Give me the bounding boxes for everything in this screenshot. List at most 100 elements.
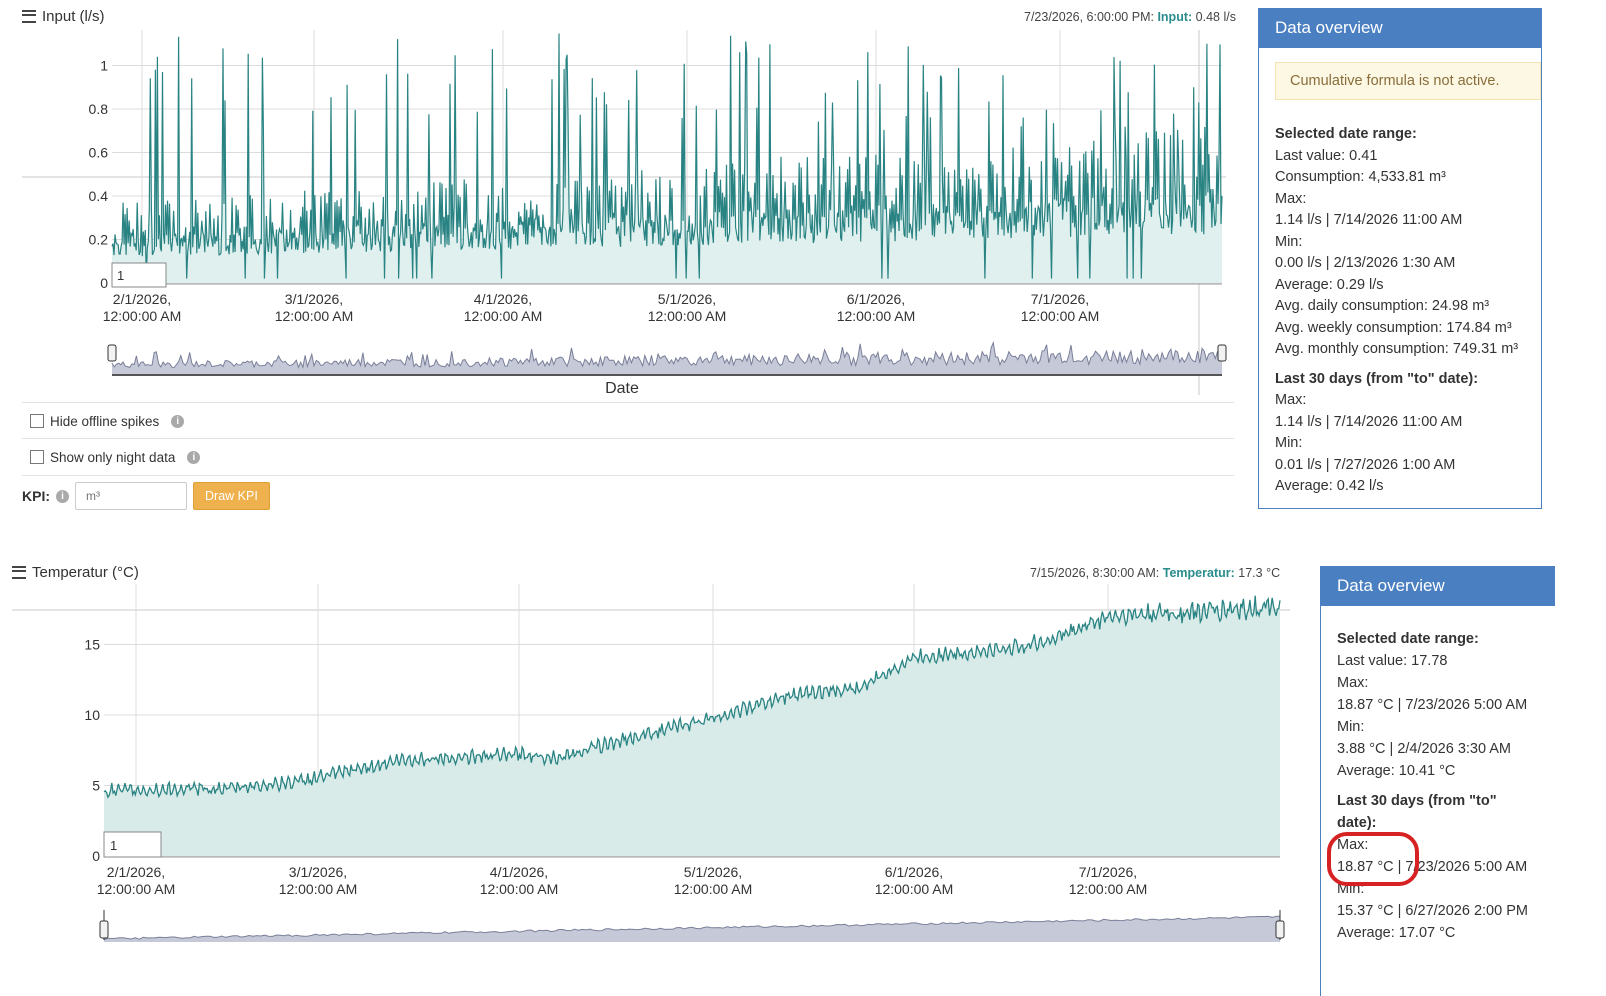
cumulative-notice: Cumulative formula is not active.: [1275, 62, 1541, 100]
x-tick-label: 12:00:00 AM: [103, 308, 182, 324]
navigator-line: [103, 915, 1281, 941]
y-tick-label: 10: [84, 707, 100, 723]
navigator-area: [112, 342, 1222, 374]
chart2-title: Temperatur (°C): [12, 564, 139, 581]
info-icon[interactable]: i: [171, 414, 185, 428]
panel-body: Selected date range: Last value: 17.78 Max…: [1321, 606, 1555, 954]
tooltip-value: 17.3 °C: [1238, 566, 1281, 580]
input-series-line: [111, 33, 1223, 279]
navigator-handle: [1217, 344, 1227, 362]
x-tick-label: 12:00:00 AM: [875, 881, 954, 897]
x-tick-label: 6/1/2026,: [885, 864, 943, 880]
navigator-handle: [107, 344, 117, 362]
panel-line: Avg. monthly consumption: 749.31 m³: [1275, 341, 1519, 357]
x-tick-label: 7/1/2026,: [1079, 864, 1137, 880]
panel-line: Average: 0.29 l/s: [1275, 276, 1384, 293]
y-tick-label: 15: [84, 637, 100, 653]
night-data-label[interactable]: Show only night data: [50, 449, 176, 465]
panel-line: Last value: 17.78: [1337, 653, 1448, 669]
panel-line: Min:: [1337, 719, 1365, 735]
input-area: [112, 33, 1222, 283]
y-tick-label: 1: [100, 58, 108, 74]
panel-section-heading: Selected date range:: [1275, 126, 1417, 142]
navigator-mask: [0, 942, 1310, 996]
tooltip-time: 7/23/2026, 6:00:00 PM:: [1024, 10, 1154, 24]
zoom-level-box: [103, 831, 162, 858]
tooltip-time: 7/15/2026, 8:30:00 AM:: [1030, 566, 1160, 580]
x-tick-label: 4/1/2026,: [490, 864, 548, 880]
panel-line: 15.37 °C | 6/27/2026 2:00 PM: [1337, 903, 1528, 919]
y-tick-label: 0.4: [89, 188, 109, 204]
navigator-line: [111, 340, 1223, 369]
panel-line: 0.01 l/s | 7/27/2026 1:00 AM: [1275, 456, 1456, 473]
zoom-level-text: 1: [110, 838, 117, 853]
x-tick-label: 3/1/2026,: [285, 291, 343, 307]
y-tick-label: 0: [100, 275, 108, 291]
panel-line: Min:: [1275, 233, 1303, 250]
chart2-tooltip: 7/15/2026, 8:30:00 AM: Temperatur: 17.3 …: [1030, 566, 1280, 580]
panel-line: 1.14 l/s | 7/14/2026 11:00 AM: [1275, 212, 1463, 228]
panel-section-heading: Last 30 days (from "to" date):: [1337, 793, 1497, 831]
x-tick-label: 12:00:00 AM: [275, 308, 354, 324]
temperature-area: [104, 595, 1280, 856]
kpi-row: KPI: i Draw KPI: [22, 482, 270, 510]
highlight-circle: [1327, 832, 1419, 886]
panel-section-heading: Selected date range:: [1337, 631, 1479, 647]
x-axis-label: Date: [605, 380, 639, 397]
tooltip-value: 0.48 l/s: [1195, 10, 1236, 24]
zoom-level-box: [111, 262, 167, 288]
chart1-title: Input (l/s): [22, 8, 105, 25]
navigator-handle: [1275, 920, 1285, 939]
night-data-checkbox[interactable]: [30, 450, 44, 464]
hide-spikes-checkbox[interactable]: [30, 414, 44, 428]
panel-line: 18.87 °C | 7/23/2026 5:00 AM: [1337, 697, 1528, 713]
x-tick-label: 12:00:00 AM: [97, 881, 176, 897]
navigator-handle: [99, 920, 109, 939]
chart1-title-text: Input (l/s): [42, 8, 105, 25]
x-tick-label: 12:00:00 AM: [648, 308, 727, 324]
panel-line: Average: 10.41 °C: [1337, 763, 1456, 779]
x-tick-label: 7/1/2026,: [1031, 291, 1089, 307]
panel-title: Data overview: [1321, 566, 1555, 606]
x-tick-label: 2/1/2026,: [113, 291, 171, 307]
x-tick-label: 12:00:00 AM: [674, 881, 753, 897]
temperature-series-line: [103, 595, 1281, 799]
x-tick-label: 4/1/2026,: [474, 291, 532, 307]
x-tick-label: 5/1/2026,: [658, 291, 716, 307]
info-icon[interactable]: i: [56, 489, 69, 503]
tooltip-series: Input:: [1157, 10, 1193, 24]
kpi-input[interactable]: [75, 482, 187, 510]
legend-toggle-icon[interactable]: [22, 10, 36, 23]
x-tick-label: 12:00:00 AM: [464, 308, 543, 324]
y-tick-label: 0.6: [89, 145, 109, 161]
panel-section-heading: Last 30 days (from "to" date):: [1275, 370, 1479, 387]
y-tick-label: 0.2: [89, 232, 109, 248]
info-icon[interactable]: i: [187, 450, 201, 464]
x-tick-label: 12:00:00 AM: [480, 881, 559, 897]
night-data-row: Show only night data i: [22, 438, 1234, 476]
panel-line: Average: 0.42 l/s: [1275, 478, 1384, 494]
x-tick-label: 12:00:00 AM: [1069, 881, 1148, 897]
panel-line: Max:: [1275, 190, 1307, 207]
panel-line: Average: 17.07 °C: [1337, 925, 1456, 941]
x-tick-label: 12:00:00 AM: [1021, 308, 1100, 324]
x-tick-label: 3/1/2026,: [289, 864, 347, 880]
data-overview-panel-input: Data overview Cumulative formula is not …: [1258, 8, 1542, 509]
y-tick-label: 0.8: [89, 101, 109, 117]
panel-line: 18.87 °C | 7/23/2026 5:00 AM: [1337, 859, 1528, 875]
x-tick-label: 12:00:00 AM: [279, 881, 358, 897]
legend-toggle-icon[interactable]: [12, 566, 26, 579]
x-tick-label: 2/1/2026,: [107, 864, 165, 880]
panel-line: 3.88 °C | 2/4/2026 3:30 AM: [1337, 741, 1512, 757]
chart1-tooltip: 7/23/2026, 6:00:00 PM: Input: 0.48 l/s: [1024, 10, 1236, 24]
hide-spikes-label[interactable]: Hide offline spikes: [50, 413, 160, 429]
x-tick-label: 12:00:00 AM: [837, 308, 916, 324]
panel-title: Data overview: [1259, 8, 1541, 48]
chart2-title-text: Temperatur (°C): [32, 564, 139, 581]
data-overview-panel-temperature: Data overview Selected date range: Last v…: [1320, 566, 1555, 996]
panel-line: 1.14 l/s | 7/14/2026 11:00 AM: [1275, 413, 1463, 430]
draw-kpi-button[interactable]: Draw KPI: [193, 482, 270, 510]
panel-line: Avg. daily consumption: 24.98 m³: [1275, 298, 1490, 314]
